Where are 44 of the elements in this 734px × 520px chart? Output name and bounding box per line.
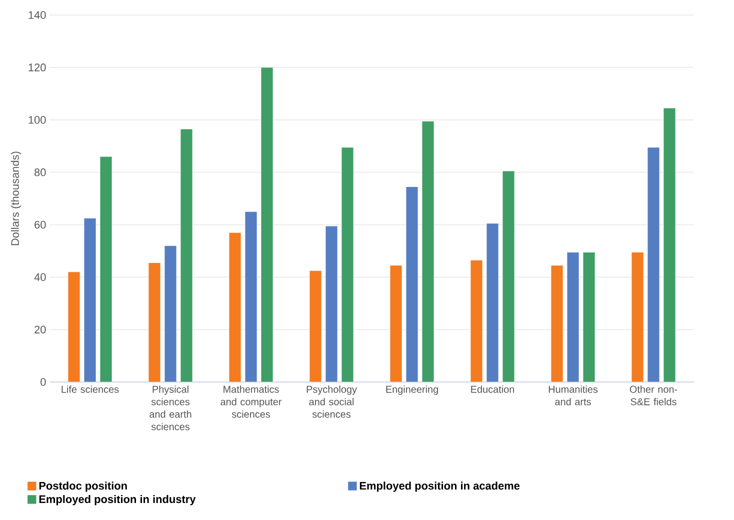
bar: [309, 270, 322, 382]
y-tick-label: 100: [28, 116, 46, 124]
bar: [502, 170, 515, 382]
y-tick-label: 140: [28, 11, 46, 19]
legend-label: Employed position in industry: [39, 495, 196, 506]
bar: [663, 108, 676, 382]
bar: [390, 265, 402, 382]
bar: [244, 211, 258, 382]
y-tick-label: 0: [40, 378, 46, 386]
bar: [631, 252, 644, 382]
bar: [582, 252, 596, 382]
bar: [180, 128, 193, 382]
y-axis-title: Dollars (thousands): [10, 152, 22, 246]
bar: [68, 272, 80, 382]
x-tick-label: Humanities and arts: [548, 386, 598, 406]
bar: [260, 67, 274, 382]
bar: [566, 252, 580, 382]
bar: [148, 262, 161, 382]
bar: [406, 186, 418, 382]
x-tick-label: Physical sciences and earth sciences: [150, 386, 192, 430]
y-tick-label: 120: [28, 64, 46, 72]
bar: [164, 245, 177, 382]
y-tick-label: 20: [34, 326, 46, 334]
x-tick-label: Mathematics and computer sciences: [220, 386, 282, 418]
x-tick-label: Engineering: [386, 386, 438, 395]
x-tick-label: Psychology and social sciences: [306, 386, 357, 418]
bar: [100, 156, 112, 382]
bar: [341, 147, 354, 382]
y-tick-label: 80: [34, 168, 46, 176]
x-tick-label: Other non-S&E fields: [630, 386, 678, 406]
legend-label: Postdoc position: [39, 482, 127, 492]
bar: [470, 260, 483, 382]
bar: [228, 232, 242, 382]
bar: [647, 147, 660, 382]
bar: [325, 226, 338, 382]
bar: [486, 223, 499, 382]
y-tick-label: 60: [34, 220, 46, 229]
bar: [550, 265, 564, 382]
bar: [422, 120, 434, 382]
bar: [84, 218, 96, 382]
x-tick-label: Life sciences: [62, 386, 119, 393]
y-tick-label: 40: [34, 273, 46, 282]
legend-label: Employed position in academe: [360, 482, 520, 492]
x-tick-label: Education: [471, 386, 514, 393]
